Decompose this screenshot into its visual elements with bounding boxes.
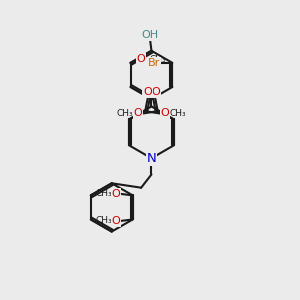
Text: O: O (136, 54, 145, 64)
Text: CH₃: CH₃ (169, 109, 186, 118)
Text: O: O (112, 189, 120, 199)
Text: O: O (151, 87, 160, 97)
Text: OH: OH (141, 31, 159, 40)
Text: O: O (112, 216, 120, 226)
Text: CH₃: CH₃ (95, 217, 112, 226)
Text: O: O (160, 109, 169, 118)
Text: O: O (134, 109, 142, 118)
Text: O: O (143, 87, 152, 97)
Text: N: N (147, 152, 156, 165)
Text: Br: Br (148, 58, 160, 68)
Text: CH₃: CH₃ (117, 109, 134, 118)
Text: CH₃: CH₃ (149, 55, 166, 64)
Text: CH₃: CH₃ (95, 189, 112, 198)
